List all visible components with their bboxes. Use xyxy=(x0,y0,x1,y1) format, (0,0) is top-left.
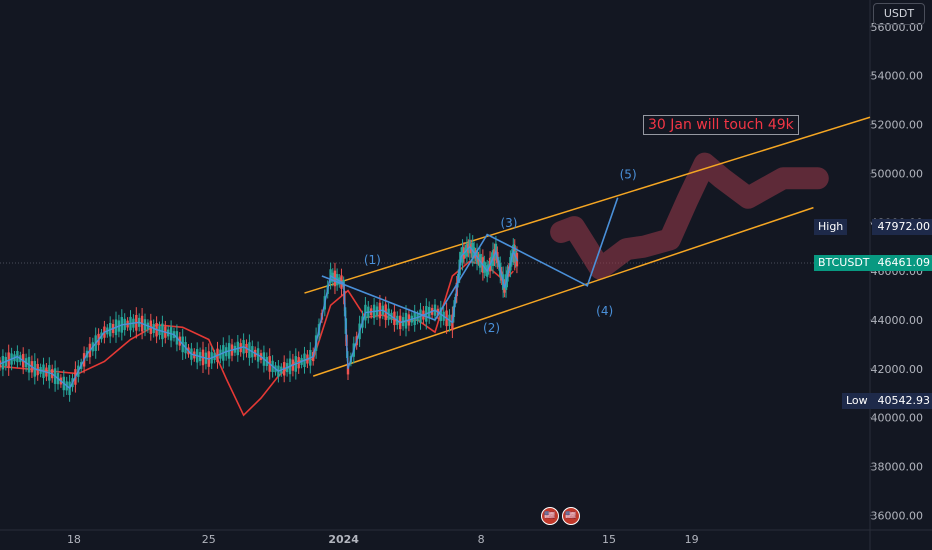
flag-icon-us-2[interactable]: 🇺🇸 xyxy=(562,507,580,525)
wave-label: (5) xyxy=(620,167,637,181)
symbol-label: BTCUSDT xyxy=(814,255,874,271)
wave-label: (4) xyxy=(596,304,613,318)
high-label: High xyxy=(814,219,848,235)
y-tick-label: 52000.00 xyxy=(871,119,924,132)
currency-button[interactable]: USDT xyxy=(873,3,925,25)
x-tick-label: 25 xyxy=(202,533,216,546)
blue-ma-line xyxy=(0,245,519,390)
wave-label: (1) xyxy=(364,253,381,267)
x-tick-label: 15 xyxy=(602,533,616,546)
x-tick-label: 2024 xyxy=(328,533,359,546)
channel-upper-line xyxy=(304,116,871,294)
y-tick-label: 44000.00 xyxy=(871,314,924,327)
wave-label: (2) xyxy=(483,321,500,335)
channel-group xyxy=(304,116,871,377)
elliott-wave-path xyxy=(321,197,619,321)
flag-icon-us-1[interactable]: 🇺🇸 xyxy=(541,507,559,525)
annotation-text[interactable]: 30 Jan will touch 49k xyxy=(643,115,799,135)
x-tick-label: 8 xyxy=(478,533,485,546)
wave-labels: (1) (2) (3) (4) (5) xyxy=(364,167,637,335)
y-tick-label: 54000.00 xyxy=(871,70,924,83)
y-axis-ticks: 56000.0054000.0052000.0050000.0048000.00… xyxy=(870,21,923,522)
last-price-value: 46461.09 xyxy=(872,255,932,271)
wave-group xyxy=(321,197,619,321)
price-group xyxy=(0,233,519,402)
x-tick-label: 18 xyxy=(67,533,81,546)
y-tick-label: 36000.00 xyxy=(871,509,924,522)
wave-label: (3) xyxy=(500,216,517,230)
x-axis-ticks: 18 25 2024 8 15 19 xyxy=(67,533,699,546)
plot-background xyxy=(0,0,870,550)
y-tick-label: 50000.00 xyxy=(871,167,924,180)
y-tick-label: 42000.00 xyxy=(871,363,924,376)
y-tick-label: 40000.00 xyxy=(871,412,924,425)
channel-lower-line xyxy=(312,206,814,377)
low-label: Low xyxy=(842,393,872,409)
y-tick-label: 38000.00 xyxy=(871,460,924,473)
low-value: 40542.93 xyxy=(872,393,932,409)
high-value: 47972.00 xyxy=(872,219,932,235)
x-tick-label: 19 xyxy=(685,533,699,546)
